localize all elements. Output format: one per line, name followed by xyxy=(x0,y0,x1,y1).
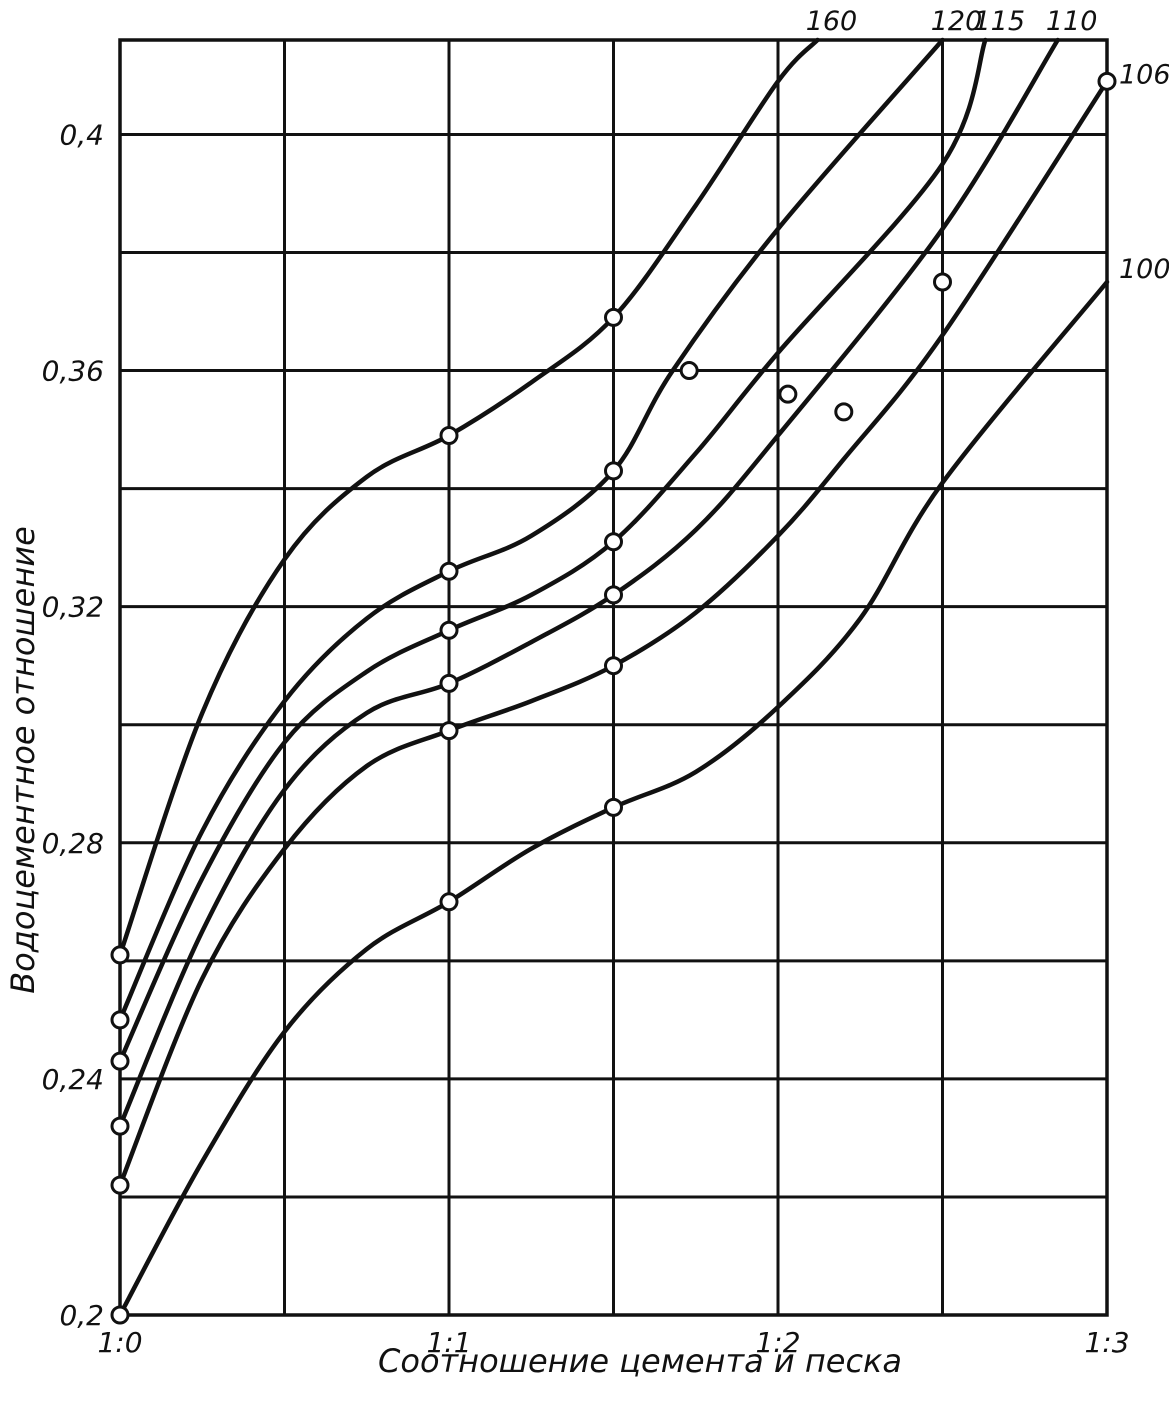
data-point-160 xyxy=(110,945,130,965)
y-axis-label: Водоцементное отношение xyxy=(4,526,42,994)
data-point-110 xyxy=(110,1116,130,1136)
series-line-115 xyxy=(117,37,988,1064)
x-axis-label: Соотношение цемента и песка xyxy=(378,1342,902,1380)
series-label-100: 100 xyxy=(1119,254,1169,285)
data-point-160 xyxy=(604,307,623,327)
data-point-106 xyxy=(933,272,952,292)
series-line-160 xyxy=(117,37,820,958)
data-point-106 xyxy=(604,656,623,676)
data-point-106 xyxy=(834,402,854,422)
data-point-115 xyxy=(110,1051,130,1071)
data-point-120 xyxy=(110,1010,130,1030)
data-point-115 xyxy=(778,384,798,404)
data-point-100 xyxy=(439,892,459,912)
data-point-106 xyxy=(110,1175,130,1195)
data-point-115 xyxy=(439,620,459,640)
data-point-106 xyxy=(439,721,459,741)
data-point-115 xyxy=(604,532,623,552)
data-point-120 xyxy=(604,461,623,481)
data-point-120 xyxy=(439,561,459,581)
series-line-106 xyxy=(117,79,1110,1188)
y-tick-label: 0,28 xyxy=(42,827,104,860)
data-point-160 xyxy=(439,425,459,445)
x-tick-label: 1:0 xyxy=(97,1326,142,1359)
series-line-120 xyxy=(117,37,945,1023)
y-tick-label: 0,36 xyxy=(42,355,104,388)
data-point-100 xyxy=(110,1305,130,1325)
x-tick-label: 1:3 xyxy=(1084,1326,1129,1359)
series-label-160: 160 xyxy=(806,6,858,37)
data-point-110 xyxy=(604,585,623,605)
series-label-110: 110 xyxy=(1046,6,1098,37)
y-tick-label: 0,24 xyxy=(42,1063,104,1096)
y-tick-label: 0,32 xyxy=(42,591,104,624)
data-point-106 xyxy=(1097,71,1117,91)
data-point-110 xyxy=(439,673,459,693)
x-tick-label: 1:2 xyxy=(755,1326,800,1359)
series-label-120: 120 xyxy=(931,6,983,37)
series-curves xyxy=(117,37,1110,1318)
y-tick-label: 0,2 xyxy=(59,1299,104,1332)
tick-labels: 0,2 0,24 0,28 0,32 0,36 0,4 1:0 1:1 1:2 1:3 xyxy=(42,118,1130,1359)
grid xyxy=(118,38,1109,1317)
data-point-120 xyxy=(679,361,699,381)
series-label-115: 115 xyxy=(973,6,1025,37)
data-markers xyxy=(110,71,1117,1325)
x-tick-label: 1:1 xyxy=(426,1326,471,1359)
data-point-100 xyxy=(604,797,623,817)
series-label-106: 106 xyxy=(1119,59,1169,90)
series-line-110 xyxy=(117,37,1060,1129)
y-tick-label: 0,4 xyxy=(59,118,104,151)
plot-frame xyxy=(118,38,1109,1317)
series-line-100 xyxy=(117,279,1110,1318)
